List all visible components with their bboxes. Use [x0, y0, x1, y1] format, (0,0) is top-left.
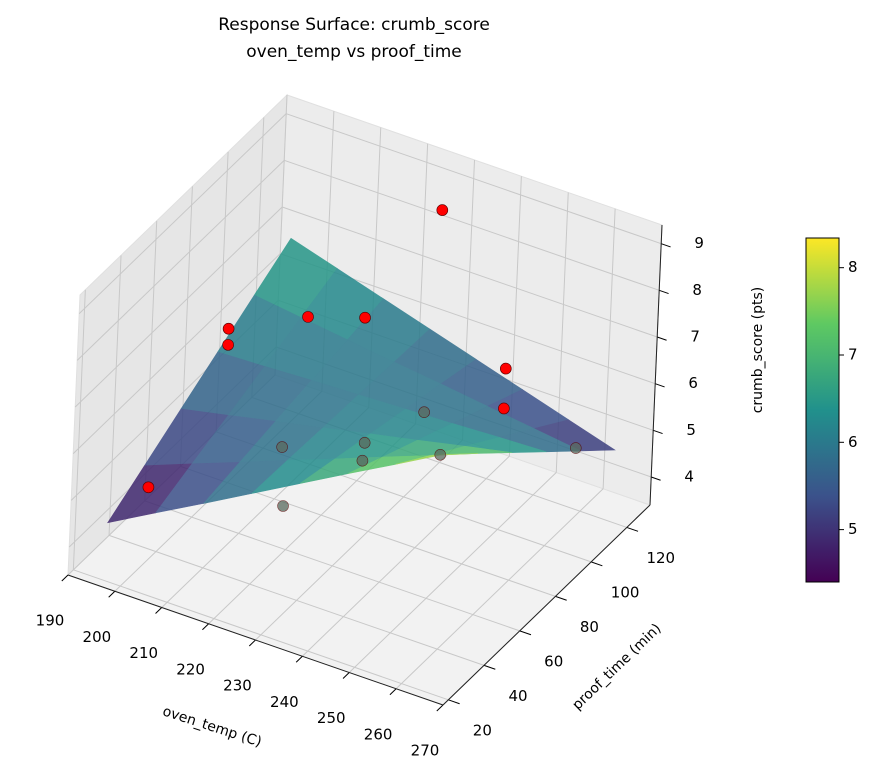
- chart-subtitle: oven_temp vs proof_time: [246, 42, 462, 62]
- surface: [107, 237, 616, 524]
- chart-title: Response Surface: crumb_score: [218, 15, 490, 35]
- y-grid-line: [108, 534, 485, 666]
- x-tick-label: 240: [270, 693, 299, 711]
- y-tick-mark: [555, 595, 567, 601]
- x-tick-label: 250: [317, 709, 346, 727]
- x-tick-label: 220: [176, 660, 205, 678]
- y-tick-label: 20: [473, 721, 492, 739]
- data-point: [142, 481, 155, 494]
- y-tick-mark: [483, 664, 496, 670]
- z-tick-label: 7: [690, 328, 700, 346]
- z-tick-mark: [651, 476, 661, 481]
- y-grid-line: [144, 500, 520, 632]
- z-tick-mark: [661, 243, 671, 248]
- x-grid-line: [602, 208, 616, 489]
- x-grid-line: [255, 439, 463, 641]
- y-tick-mark: [519, 630, 532, 636]
- z-tick-label: 5: [686, 421, 696, 439]
- z-tick-label: 8: [692, 281, 702, 299]
- x-axis-label: oven_temp (C): [160, 703, 263, 750]
- z-tick-mark: [653, 429, 663, 435]
- x-tick-mark: [248, 639, 256, 647]
- data-point: [277, 500, 289, 512]
- y-grid-line: [108, 255, 122, 536]
- data-point: [358, 437, 371, 449]
- x-tick-label: 190: [36, 612, 65, 630]
- data-point: [222, 322, 235, 335]
- z-tick-mark: [655, 383, 665, 388]
- data-point: [356, 454, 369, 467]
- data-point: [418, 406, 430, 418]
- colorbar-tick-label: 7: [848, 345, 858, 363]
- y-tick-label: 80: [580, 618, 599, 636]
- x-tick-label: 260: [364, 725, 393, 743]
- axis-line: [649, 224, 663, 506]
- data-point: [498, 402, 510, 415]
- colorbar-tick-label: 6: [848, 433, 858, 451]
- x-tick-label: 230: [223, 677, 252, 695]
- x-tick-mark: [61, 574, 69, 582]
- z-grid-line: [286, 113, 662, 245]
- data-point: [434, 449, 447, 461]
- data-point: [302, 311, 314, 323]
- z-grid-line: [76, 159, 285, 361]
- z-tick-mark: [659, 289, 669, 295]
- x-tick-label: 210: [129, 644, 158, 662]
- x-tick-mark: [155, 607, 163, 614]
- y-tick-label: 120: [646, 549, 675, 567]
- data-point: [359, 311, 371, 324]
- z-tick-label: 4: [684, 468, 694, 486]
- z-grid-line: [74, 206, 283, 408]
- data-point: [500, 362, 512, 375]
- z-grid-line: [72, 253, 281, 455]
- z-grid-line: [284, 159, 660, 291]
- z-grid-line: [282, 206, 658, 338]
- y-grid-line: [144, 220, 158, 501]
- x-tick-label: 200: [83, 628, 112, 646]
- x-tick-mark: [295, 655, 303, 663]
- x-tick-mark: [108, 590, 116, 598]
- y-tick-label: 40: [508, 687, 527, 705]
- y-tick-label: 100: [611, 583, 640, 601]
- z-tick-mark: [657, 336, 667, 341]
- x-grid-line: [395, 488, 604, 690]
- data-point: [276, 441, 288, 453]
- z-tick-label: 6: [688, 374, 698, 392]
- colorbar: [805, 237, 840, 583]
- x-tick-mark: [342, 672, 350, 679]
- y-tick-mark: [448, 699, 460, 705]
- x-tick-label: 270: [411, 742, 440, 760]
- z-axis-label: crumb_score (pts): [750, 287, 766, 414]
- data-point: [569, 442, 582, 454]
- y-grid-line: [72, 289, 86, 570]
- x-tick-mark: [389, 688, 397, 696]
- axis-line: [67, 574, 444, 706]
- z-grid-line: [78, 113, 287, 315]
- colorbar-tick-label: 8: [848, 258, 858, 276]
- colorbar-tick-label: 5: [848, 520, 858, 538]
- x-grid-line: [348, 472, 557, 673]
- y-grid-line: [73, 569, 449, 701]
- axis-line: [442, 504, 651, 706]
- x-tick-mark: [202, 623, 209, 631]
- y-tick-mark: [590, 561, 603, 567]
- y-tick-mark: [626, 526, 639, 532]
- z-tick-label: 9: [694, 234, 704, 252]
- x-grid-line: [302, 455, 510, 657]
- x-tick-mark: [436, 704, 444, 712]
- y-tick-label: 60: [544, 652, 563, 670]
- data-point: [436, 204, 449, 216]
- data-point: [222, 339, 234, 351]
